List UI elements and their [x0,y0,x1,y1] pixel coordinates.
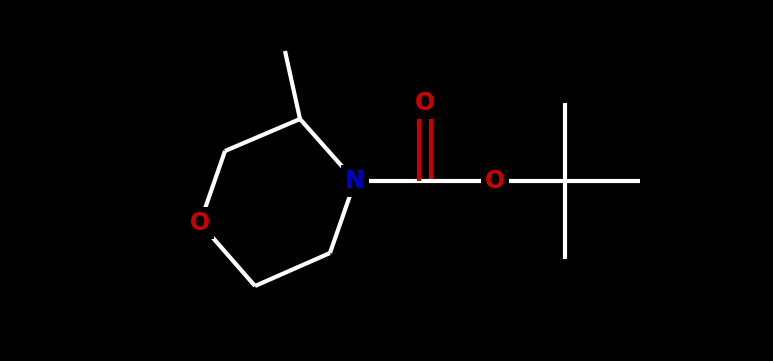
Text: O: O [190,211,210,235]
Text: N: N [345,169,365,193]
Text: O: O [485,169,505,193]
Text: O: O [415,91,435,115]
